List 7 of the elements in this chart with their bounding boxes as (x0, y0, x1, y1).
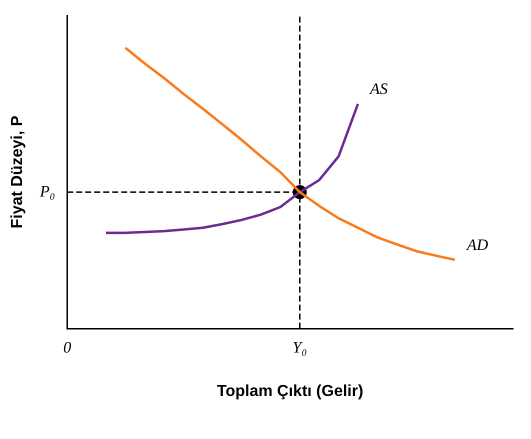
series-label: AS (368, 81, 388, 98)
ref-line-label: P₀ (38, 183, 56, 200)
x-tick-label: 0 (63, 339, 72, 356)
y-axis-title: Fiyat Düzeyi, P (9, 115, 26, 229)
x-tick-label: Y₀ (292, 339, 308, 356)
x-axis-title: Toplam Çıktı (Gelir) (216, 382, 364, 400)
series-label: AD (466, 237, 489, 254)
